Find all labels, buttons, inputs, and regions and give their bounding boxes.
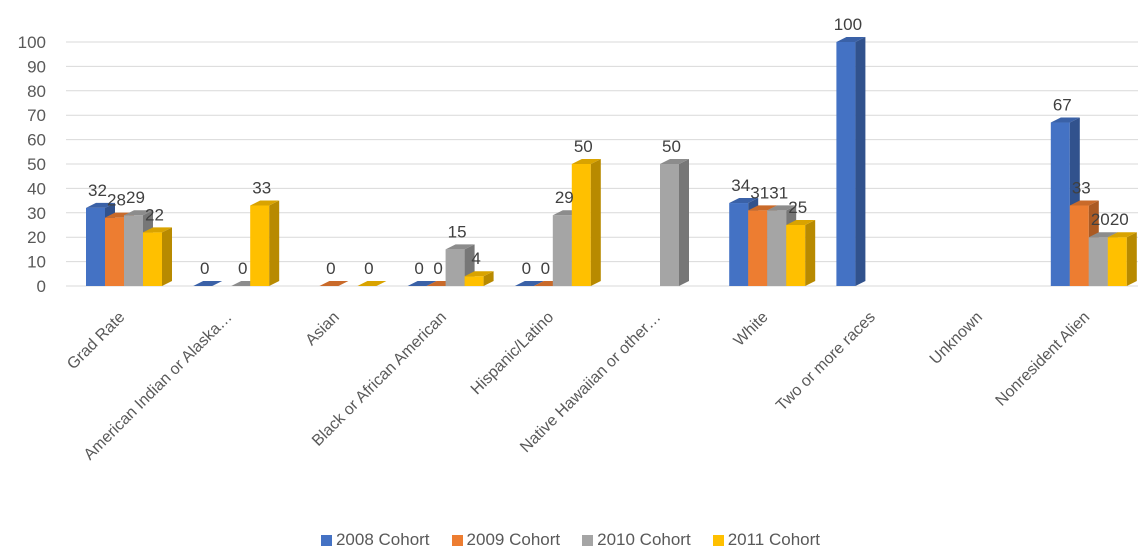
data-label: 100 <box>834 15 862 34</box>
x-tick-label: Nonresident Alien <box>993 309 1094 410</box>
y-tick-label: 20 <box>27 228 46 247</box>
data-label: 28 <box>107 191 126 210</box>
y-tick-label: 100 <box>18 33 46 52</box>
legend-label: 2010 Cohort <box>597 530 691 549</box>
bar <box>836 37 866 286</box>
legend-swatch <box>320 534 332 546</box>
bar <box>786 220 816 286</box>
data-label: 20 <box>1110 210 1129 229</box>
bar <box>193 281 223 286</box>
y-tick-label: 50 <box>27 155 46 174</box>
bar <box>407 281 437 286</box>
data-label: 32 <box>88 181 107 200</box>
gridlines <box>66 41 1138 287</box>
data-label: 20 <box>1091 210 1110 229</box>
data-label: 0 <box>433 259 442 278</box>
data-label: 0 <box>200 259 209 278</box>
x-tick-label: Two or more races <box>773 309 879 415</box>
legend-label: 2011 Cohort <box>727 530 821 549</box>
data-label: 22 <box>145 205 164 224</box>
data-label: 0 <box>364 259 373 278</box>
data-label: 0 <box>522 259 531 278</box>
y-axis-ticks: 0 10 20 30 40 50 60 70 80 90 100 <box>18 33 46 296</box>
x-tick-label: Asian <box>303 309 343 349</box>
y-tick-label: 30 <box>27 204 46 223</box>
data-label: 0 <box>541 259 550 278</box>
data-label: 0 <box>326 259 335 278</box>
data-label: 29 <box>555 188 574 207</box>
legend: 2008 Cohort 2009 Cohort 2010 Cohort 2011 Co… <box>0 530 1141 550</box>
y-tick-label: 40 <box>27 179 46 198</box>
legend-item: 2011 Cohort <box>712 530 821 550</box>
bar <box>1107 232 1137 286</box>
legend-label: 2009 Cohort <box>466 530 561 549</box>
y-tick-label: 70 <box>27 106 46 125</box>
data-label: 31 <box>769 183 788 202</box>
bar <box>514 281 544 286</box>
data-label: 67 <box>1053 96 1072 115</box>
y-tick-label: 0 <box>37 277 46 296</box>
bar <box>250 200 280 286</box>
bar <box>143 227 172 286</box>
bars <box>86 37 1137 287</box>
data-label: 29 <box>126 188 145 207</box>
data-label: 33 <box>1072 178 1091 197</box>
x-tick-label: Grad Rate <box>64 309 128 373</box>
data-label: 50 <box>662 137 681 156</box>
y-tick-label: 90 <box>27 57 46 76</box>
legend-swatch <box>451 534 463 546</box>
bar <box>464 271 494 286</box>
legend-item: 2008 Cohort <box>320 530 430 550</box>
legend-item: 2009 Cohort <box>451 530 561 550</box>
legend-item: 2010 Cohort <box>582 530 691 550</box>
legend-swatch <box>582 534 594 546</box>
data-label: 31 <box>750 183 769 202</box>
x-tick-label: Hispanic/Latino <box>468 309 557 398</box>
data-label: 34 <box>731 176 750 195</box>
bar <box>319 281 349 286</box>
legend-swatch <box>712 534 724 546</box>
data-label: 50 <box>574 137 593 156</box>
data-label: 4 <box>471 249 480 268</box>
x-tick-label: Unknown <box>927 309 986 368</box>
data-label: 33 <box>252 178 271 197</box>
y-tick-label: 80 <box>27 82 46 101</box>
bar <box>571 159 601 286</box>
data-label: 0 <box>414 259 423 278</box>
legend-label: 2008 Cohort <box>335 530 430 549</box>
y-tick-label: 60 <box>27 131 46 150</box>
y-tick-label: 10 <box>27 253 46 272</box>
data-label: 25 <box>788 198 807 217</box>
bar <box>660 159 689 286</box>
data-label: 15 <box>448 222 467 241</box>
data-label: 0 <box>238 259 247 278</box>
x-tick-label: White <box>731 309 772 350</box>
bar <box>357 281 387 286</box>
